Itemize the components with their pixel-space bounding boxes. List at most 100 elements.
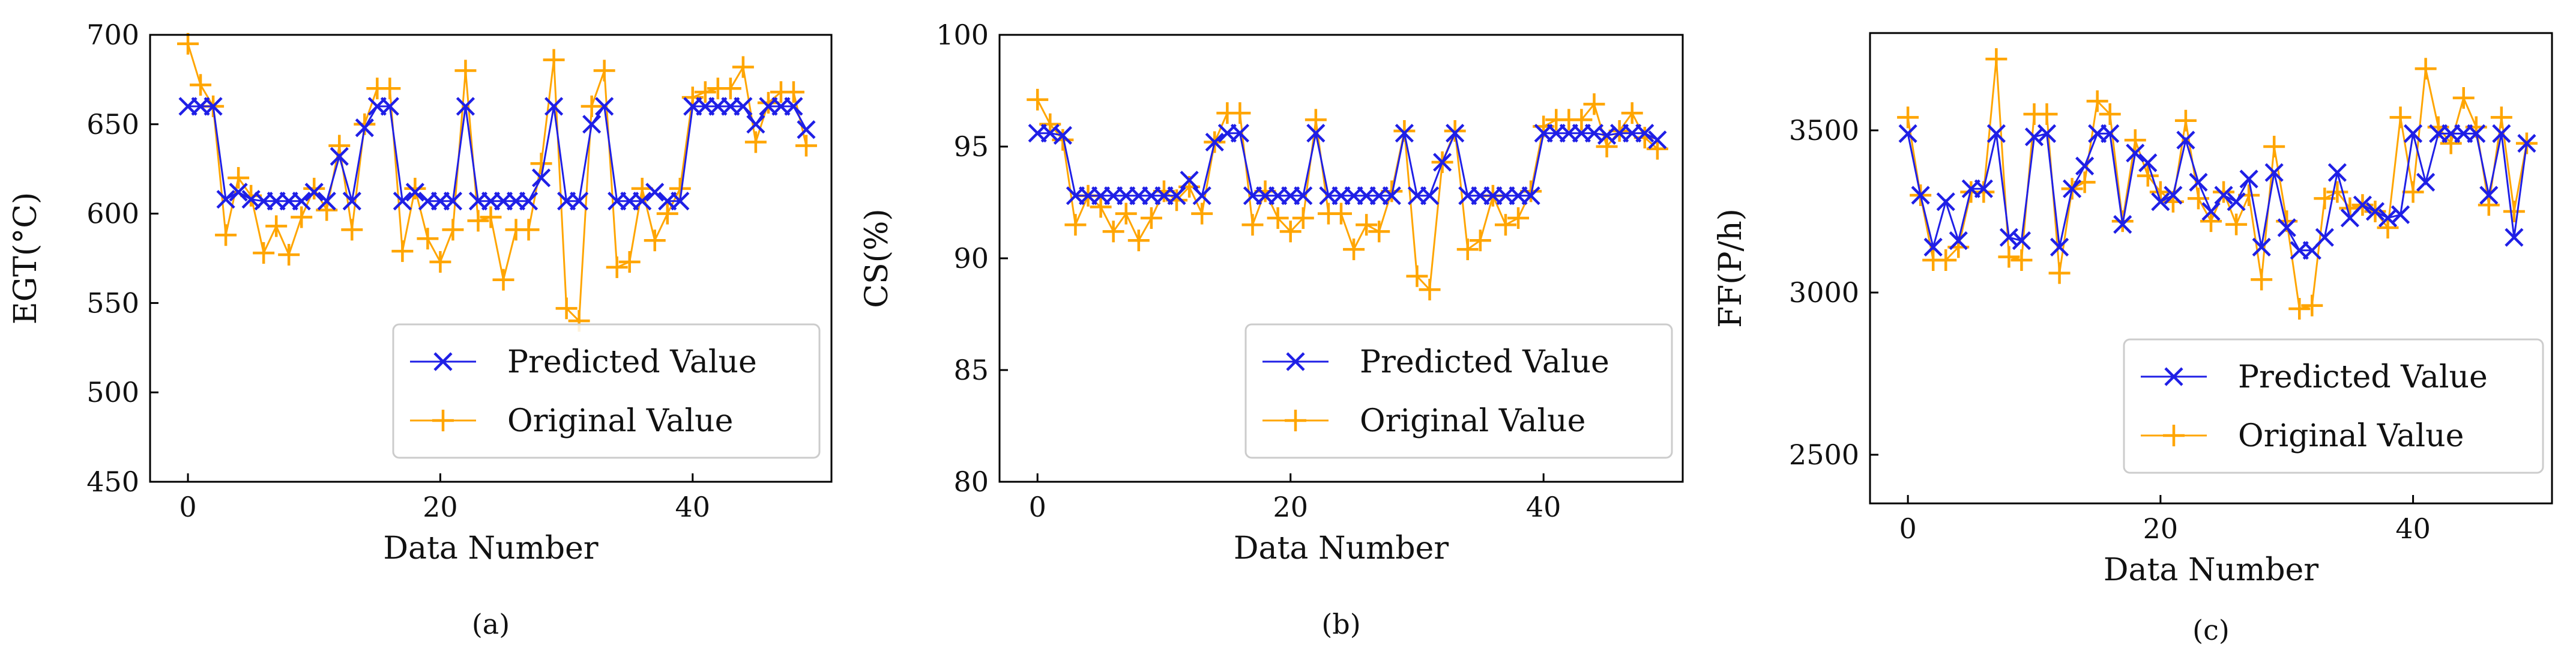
original-point bbox=[593, 59, 615, 82]
original-point bbox=[644, 229, 666, 252]
marker-stroke bbox=[1648, 130, 1667, 150]
marker-stroke bbox=[1180, 171, 1199, 190]
marker-stroke bbox=[443, 192, 463, 211]
marker-stroke bbox=[797, 120, 816, 139]
y-axis-label: FF(P/h) bbox=[1713, 208, 1749, 328]
marker-stroke bbox=[1382, 186, 1401, 205]
original-point bbox=[278, 244, 300, 266]
predicted-point bbox=[2012, 231, 2032, 251]
predicted-point bbox=[1986, 124, 2006, 143]
legend-marker-original bbox=[432, 410, 454, 431]
y-tick-label: 500 bbox=[86, 376, 139, 408]
predicted-point bbox=[1433, 153, 1452, 172]
original-point bbox=[1356, 214, 1378, 236]
predicted-point bbox=[671, 192, 690, 211]
predicted-point bbox=[595, 97, 614, 116]
predicted-point bbox=[229, 183, 248, 202]
predicted-point bbox=[1192, 186, 1211, 205]
original-point bbox=[1064, 214, 1087, 236]
marker-stroke bbox=[645, 183, 665, 202]
original-point bbox=[1897, 106, 1919, 129]
original-point bbox=[2124, 129, 2146, 151]
original-point bbox=[379, 77, 401, 100]
marker-stroke bbox=[633, 192, 652, 211]
predicted-point bbox=[2492, 124, 2511, 143]
marker-stroke bbox=[2252, 237, 2271, 257]
predicted-point bbox=[2315, 228, 2334, 247]
predicted-point bbox=[1230, 124, 1249, 143]
original-point bbox=[555, 297, 578, 320]
marker-stroke bbox=[2151, 192, 2170, 211]
marker-stroke bbox=[2012, 231, 2032, 251]
marker-stroke bbox=[2101, 124, 2120, 143]
original-point bbox=[2174, 109, 2197, 132]
marker-stroke bbox=[1167, 186, 1186, 205]
original-point bbox=[1456, 238, 1479, 261]
predicted-point bbox=[2050, 237, 2069, 257]
marker-stroke bbox=[2492, 124, 2511, 143]
original-point bbox=[2213, 181, 2235, 203]
legend-marker-predicted bbox=[2164, 367, 2183, 386]
marker-stroke bbox=[1205, 132, 1224, 152]
predicted-point bbox=[645, 183, 665, 202]
marker-stroke bbox=[1949, 231, 1968, 251]
chart-panel-c: 0 20 40 2500 3000 3500 Data Number FF(P/h) (c) Pr… bbox=[1713, 32, 2553, 646]
marker-stroke bbox=[784, 97, 803, 116]
marker-stroke bbox=[1053, 126, 1072, 145]
predicted-point bbox=[1898, 124, 1917, 143]
predicted-point bbox=[1167, 186, 1186, 205]
original-point bbox=[417, 228, 439, 250]
marker-stroke bbox=[2189, 172, 2208, 192]
predicted-point bbox=[2416, 172, 2436, 192]
predicted-point bbox=[2365, 202, 2385, 221]
original-point bbox=[2288, 298, 2311, 320]
original-point bbox=[291, 206, 313, 228]
marker-stroke bbox=[1230, 124, 1249, 143]
x-axis-label: Data Number bbox=[383, 530, 598, 566]
marker-stroke bbox=[1420, 186, 1440, 205]
predicted-point bbox=[734, 97, 753, 116]
predicted-point bbox=[2201, 202, 2221, 221]
chart-panel-a: 0 20 40 450 500 550 600 650 700 Data Number EGT(°C… bbox=[8, 19, 833, 640]
predicted-point bbox=[2037, 124, 2057, 143]
predicted-point bbox=[1923, 237, 1943, 257]
marker-stroke bbox=[2416, 172, 2436, 192]
original-point bbox=[1469, 229, 1491, 252]
marker-stroke bbox=[2390, 205, 2410, 224]
original-point bbox=[1127, 229, 1150, 252]
predicted-point bbox=[2479, 186, 2499, 205]
plot-area bbox=[1027, 88, 1668, 301]
y-axis-label: CS(%) bbox=[859, 208, 895, 308]
marker-stroke bbox=[204, 97, 223, 116]
marker-stroke bbox=[1635, 124, 1654, 143]
marker-stroke bbox=[2164, 367, 2183, 386]
predicted-point bbox=[380, 97, 399, 116]
original-point bbox=[530, 153, 552, 175]
original-point bbox=[177, 32, 199, 55]
legend-marker-original bbox=[2163, 425, 2185, 446]
original-point bbox=[1090, 196, 1112, 218]
original-point bbox=[1368, 220, 1390, 243]
legend: Predicted Value Original Value bbox=[2123, 338, 2544, 474]
y-tick-label: 550 bbox=[86, 287, 139, 319]
marker-stroke bbox=[582, 115, 602, 134]
original-point bbox=[480, 206, 502, 228]
original-point bbox=[656, 202, 678, 225]
legend-label-predicted: Predicted Value bbox=[2238, 359, 2488, 395]
marker-stroke bbox=[1433, 153, 1452, 172]
marker-stroke bbox=[393, 192, 412, 211]
original-point bbox=[2440, 132, 2462, 154]
predicted-point bbox=[2075, 156, 2095, 175]
original-point bbox=[2503, 201, 2525, 222]
predicted-point bbox=[2164, 186, 2183, 205]
marker-stroke bbox=[1192, 186, 1211, 205]
predicted-point bbox=[2505, 228, 2524, 247]
legend: Predicted Value Original Value bbox=[392, 323, 821, 459]
predicted-point bbox=[2214, 186, 2233, 205]
marker-stroke bbox=[405, 183, 424, 202]
predicted-point bbox=[216, 190, 235, 209]
original-point bbox=[341, 219, 363, 241]
original-point bbox=[1419, 279, 1441, 301]
marker-stroke bbox=[1306, 124, 1326, 143]
